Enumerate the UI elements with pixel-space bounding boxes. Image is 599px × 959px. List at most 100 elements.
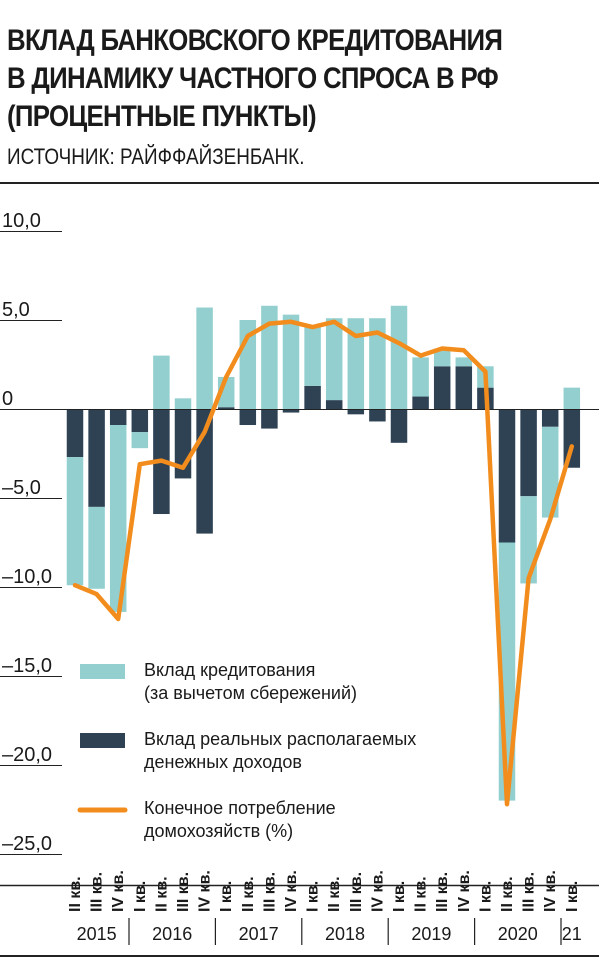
credit-bar	[88, 506, 105, 589]
consumption-point	[181, 465, 185, 470]
x-quarter-label: I кв.	[391, 881, 408, 912]
income-bar	[88, 409, 105, 507]
legend-label: денежных доходов	[144, 752, 302, 772]
x-quarter-label: III кв.	[175, 872, 192, 912]
consumption-point	[310, 325, 315, 329]
income-bar	[239, 409, 257, 426]
x-quarter-label: III кв.	[89, 872, 106, 912]
y-tick-label: –25,0	[2, 833, 52, 855]
credit-bar	[131, 432, 149, 449]
x-year-label: 2016	[152, 924, 192, 944]
consumption-point	[526, 576, 531, 580]
x-quarter-label: III кв.	[434, 872, 451, 912]
x-quarter-label: IV кв.	[197, 870, 214, 912]
y-tick-label: –10,0	[2, 566, 52, 588]
y-tick-label: 0	[2, 388, 13, 410]
consumption-point	[483, 369, 488, 374]
consumption-point	[138, 462, 142, 466]
income-bar	[66, 409, 84, 458]
income-bar	[282, 409, 300, 413]
consumption-point	[375, 330, 380, 335]
credit-bar	[520, 496, 537, 584]
x-quarter-label: II кв.	[153, 876, 170, 912]
credit-bar	[261, 305, 278, 409]
consumption-point	[94, 592, 99, 596]
chart-source: ИСТОЧНИК: РАЙФФАЙЗЕНБАНК.	[7, 144, 305, 169]
x-year-label: 2017	[239, 924, 279, 944]
credit-bar	[455, 357, 473, 367]
consumption-point	[202, 430, 207, 434]
x-quarter-label: II кв.	[413, 876, 430, 912]
consumption-point	[224, 375, 228, 379]
x-quarter-label: I кв.	[218, 881, 235, 912]
x-quarter-label: IV кв.	[542, 870, 559, 912]
income-bar	[261, 409, 278, 429]
income-bar	[325, 400, 343, 409]
income-bar	[520, 409, 537, 497]
credit-bar	[325, 318, 343, 401]
y-tick-label: –15,0	[2, 655, 52, 677]
y-tick-label: 10,0	[2, 210, 41, 232]
consumption-point	[73, 583, 77, 588]
consumption-point	[289, 319, 293, 324]
credit-bar	[347, 318, 365, 409]
x-year-label: 2015	[77, 924, 117, 944]
credit-bar	[563, 387, 581, 409]
credit-bar	[153, 355, 170, 409]
y-tick-label: –20,0	[2, 744, 52, 766]
x-quarter-label: III кв.	[348, 872, 365, 912]
legend-label: Вклад реальных располагаемых	[144, 729, 416, 749]
x-quarter-label: II кв.	[326, 876, 343, 912]
legend-swatch-income	[80, 733, 125, 748]
income-bar	[304, 385, 321, 409]
income-bar	[498, 409, 516, 543]
y-tick-label: 5,0	[2, 299, 30, 321]
credit-bar	[282, 314, 300, 409]
header-divider	[0, 182, 599, 184]
legend-swatch-credit	[80, 664, 125, 679]
credit-bar	[369, 318, 386, 409]
consumption-point	[462, 348, 466, 353]
income-bar	[455, 366, 473, 409]
x-quarter-label: IV кв.	[283, 870, 300, 912]
income-bar	[369, 409, 386, 422]
credit-bar	[174, 398, 192, 409]
x-quarter-label: I кв.	[477, 881, 494, 912]
x-quarter-label: I кв.	[564, 881, 581, 912]
x-quarter-label: II кв.	[67, 876, 84, 912]
income-bar	[412, 396, 429, 409]
income-bar	[433, 366, 451, 409]
credit-bar	[304, 325, 321, 386]
credit-bar	[66, 457, 84, 586]
legend-label: домохозяйств (%)	[144, 821, 293, 841]
x-quarter-label: I кв.	[305, 881, 322, 912]
x-year-label: 2019	[411, 924, 451, 944]
consumption-point	[505, 802, 509, 806]
x-quarter-label: IV кв.	[456, 870, 473, 912]
legend-label: Вклад кредитования	[144, 660, 315, 680]
x-quarter-label: III кв.	[261, 872, 278, 912]
income-bar	[131, 409, 149, 433]
chart-title-line-2: В ДИНАМИКУ ЧАСТНОГО СПРОСА В РФ	[7, 62, 499, 95]
consumption-line	[72, 319, 575, 807]
consumption-point	[570, 444, 574, 449]
credit-bar	[109, 425, 127, 612]
credit-bar	[541, 426, 559, 518]
x-quarter-label: III кв.	[521, 872, 538, 912]
x-year-label: 21	[562, 924, 582, 944]
chart-title-line-1: ВКЛАД БАНКОВСКОГО КРЕДИТОВАНИЯ	[7, 24, 503, 57]
consumption-point	[159, 458, 164, 463]
chart-title: ВКЛАД БАНКОВСКОГО КРЕДИТОВАНИЯ В ДИНАМИК…	[7, 22, 510, 136]
consumption-point	[548, 517, 552, 522]
chart-title-line-3: (ПРОЦЕНТНЫЕ ПУНКТЫ)	[7, 100, 317, 133]
y-tick-label: –5,0	[2, 477, 41, 499]
legend-label: Конечное потребление	[144, 798, 336, 818]
consumption-point	[332, 319, 337, 324]
consumption-point	[440, 346, 445, 351]
x-year-label: 2018	[325, 924, 365, 944]
consumption-point	[246, 334, 250, 338]
income-bar	[347, 409, 365, 415]
income-bar	[390, 409, 408, 443]
x-quarter-label: IV кв.	[110, 870, 127, 912]
